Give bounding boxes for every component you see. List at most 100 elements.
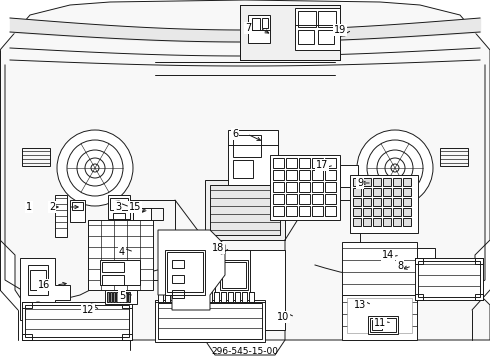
Bar: [368, 316, 398, 334]
Bar: [299, 182, 310, 192]
Text: 5: 5: [119, 291, 125, 301]
Bar: [318, 11, 336, 27]
Bar: [165, 250, 205, 295]
Bar: [172, 292, 177, 302]
Bar: [340, 165, 358, 187]
Bar: [373, 208, 381, 216]
Bar: [210, 185, 280, 235]
Polygon shape: [158, 230, 225, 310]
Bar: [325, 194, 336, 204]
Bar: [25, 305, 129, 337]
Bar: [312, 170, 323, 180]
Bar: [228, 130, 278, 185]
Bar: [30, 270, 46, 290]
Text: 296-545-15-00: 296-545-15-00: [212, 347, 278, 356]
Bar: [325, 158, 336, 168]
Bar: [373, 198, 381, 206]
Text: 13: 13: [354, 300, 366, 310]
Bar: [228, 292, 233, 302]
Bar: [215, 250, 285, 330]
Bar: [22, 302, 132, 340]
Bar: [110, 292, 112, 302]
Bar: [133, 208, 163, 220]
Polygon shape: [20, 258, 70, 320]
Bar: [107, 292, 109, 302]
Bar: [363, 218, 371, 226]
Bar: [299, 206, 310, 216]
Bar: [102, 275, 124, 285]
Bar: [299, 194, 310, 204]
Bar: [393, 198, 401, 206]
Bar: [383, 208, 391, 216]
Bar: [393, 208, 401, 216]
Bar: [158, 303, 262, 339]
Bar: [220, 260, 248, 290]
Bar: [252, 18, 260, 30]
Bar: [155, 300, 265, 342]
Bar: [403, 188, 411, 196]
Bar: [403, 208, 411, 216]
Bar: [222, 262, 246, 288]
Bar: [273, 182, 284, 192]
Bar: [116, 292, 118, 302]
Bar: [119, 292, 121, 302]
Bar: [415, 258, 423, 264]
Bar: [122, 334, 132, 340]
Bar: [28, 265, 48, 295]
Bar: [353, 218, 361, 226]
Bar: [286, 206, 297, 216]
Bar: [373, 188, 381, 196]
Text: 17: 17: [316, 160, 328, 170]
Bar: [113, 292, 115, 302]
Bar: [342, 242, 417, 297]
Circle shape: [357, 130, 433, 206]
Bar: [298, 30, 314, 44]
Bar: [325, 206, 336, 216]
Bar: [299, 170, 310, 180]
Text: 16: 16: [38, 280, 50, 290]
Bar: [273, 194, 284, 204]
Bar: [312, 206, 323, 216]
Text: 6: 6: [232, 129, 238, 139]
Bar: [383, 188, 391, 196]
Bar: [363, 198, 371, 206]
Bar: [418, 261, 480, 297]
Bar: [125, 292, 127, 302]
Bar: [298, 11, 316, 27]
Text: 8: 8: [397, 261, 403, 271]
Bar: [363, 208, 371, 216]
Bar: [133, 208, 151, 238]
Bar: [22, 302, 32, 308]
Text: 12: 12: [82, 305, 94, 315]
Bar: [342, 295, 417, 340]
Bar: [214, 292, 219, 302]
Bar: [193, 292, 198, 302]
Bar: [186, 292, 191, 302]
Bar: [383, 218, 391, 226]
Bar: [113, 213, 125, 221]
Bar: [417, 248, 435, 263]
Bar: [233, 160, 253, 178]
Text: 18: 18: [212, 243, 224, 253]
Bar: [383, 178, 391, 186]
Bar: [165, 292, 170, 302]
Bar: [312, 194, 323, 204]
Text: 1: 1: [26, 202, 32, 212]
Bar: [370, 318, 396, 332]
Bar: [55, 195, 67, 237]
Circle shape: [57, 130, 133, 206]
Polygon shape: [0, 0, 490, 340]
Bar: [325, 182, 336, 192]
Bar: [172, 275, 184, 283]
Bar: [167, 252, 203, 292]
Bar: [88, 220, 153, 290]
Circle shape: [367, 140, 423, 196]
Bar: [249, 292, 254, 302]
Bar: [205, 180, 285, 240]
Bar: [286, 194, 297, 204]
Bar: [172, 260, 184, 268]
Bar: [347, 298, 412, 333]
Bar: [235, 292, 240, 302]
Bar: [312, 182, 323, 192]
Bar: [353, 178, 361, 186]
